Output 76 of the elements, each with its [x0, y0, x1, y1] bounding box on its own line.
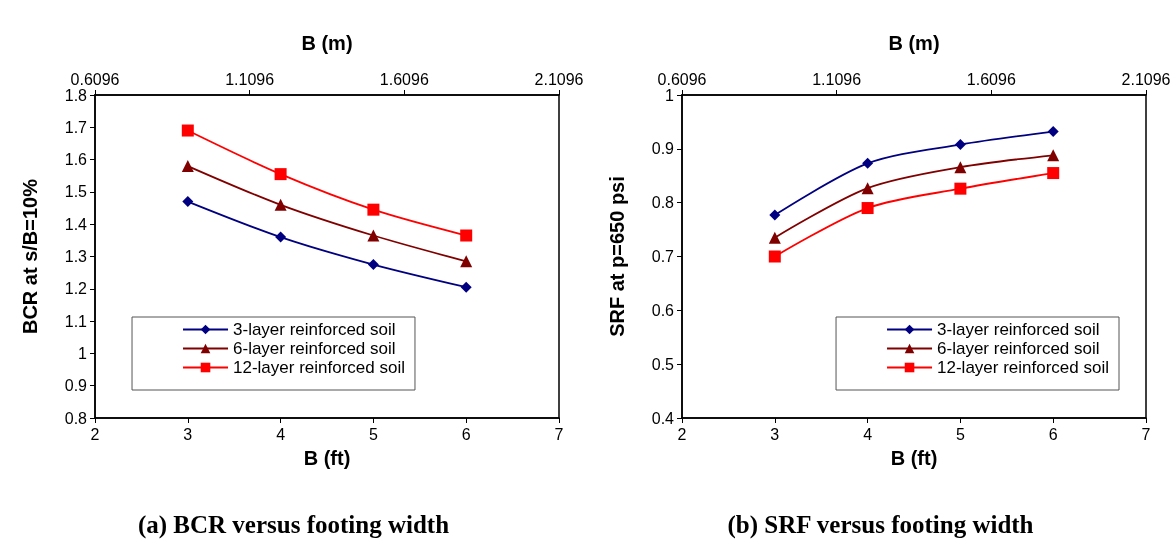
point: [954, 182, 967, 195]
x-tick-label: 2: [677, 425, 687, 443]
point: [1047, 126, 1059, 138]
x-axis-title: B (ft): [890, 447, 938, 469]
text: (a) BCR versus footing width: [137, 511, 450, 539]
text: (b) SRF versus footing width: [727, 511, 1034, 539]
y-tick-label: 0.8: [64, 409, 88, 427]
point: [954, 139, 966, 151]
y-axis-title: SRF at p=650 psi: [606, 176, 628, 337]
y-tick-label: 0.5: [651, 355, 675, 373]
point: [275, 231, 287, 243]
point: [460, 255, 473, 268]
x-tick-label: 5: [368, 425, 378, 443]
x-tick-label: 3: [770, 425, 780, 443]
y-tick-label: 1.2: [64, 280, 88, 298]
point: [460, 229, 473, 242]
y-tick-label: 1.7: [64, 118, 88, 136]
x-tick-label: 4: [276, 425, 286, 443]
x2-tick-label: 1.6096: [966, 70, 1016, 88]
x-tick-label: 6: [1048, 425, 1058, 443]
point: [1047, 149, 1060, 162]
point: [274, 168, 287, 181]
x-tick-label: 6: [461, 425, 471, 443]
point: [460, 281, 472, 293]
x-tick-label: 2: [90, 425, 100, 443]
y-tick-label: 1.8: [64, 86, 88, 104]
legend-label: 12-layer reinforced soil: [937, 358, 1109, 377]
y-tick-label: 0.6: [651, 301, 675, 319]
legend-label: 3-layer reinforced soil: [233, 320, 396, 339]
x2-tick-label: 0.6096: [70, 70, 120, 88]
x2-tick-label: 1.1096: [812, 70, 862, 88]
y-tick-label: 0.9: [651, 140, 675, 158]
x-axis-title: B (ft): [303, 447, 351, 469]
x2-tick-label: 1.1096: [225, 70, 275, 88]
point: [862, 157, 874, 169]
y-tick-label: 1.3: [64, 248, 88, 265]
x2-tick-label: 2.1096: [534, 70, 584, 88]
point: [367, 259, 379, 271]
y-tick-label: 0.4: [651, 409, 675, 427]
y-axis-title: BCR at s/B=10%: [19, 178, 41, 335]
y-tick-label: 1.6: [64, 151, 88, 169]
legend-label: 3-layer reinforced soil: [937, 320, 1100, 339]
point: [367, 229, 380, 242]
x-tick-label: 4: [863, 425, 873, 443]
x-tick-label: 7: [1141, 425, 1151, 443]
y-tick-label: 0.9: [64, 377, 88, 395]
legend-label: 6-layer reinforced soil: [233, 339, 396, 358]
x2-tick-label: 1.6096: [379, 70, 429, 88]
x2-tick-label: 2.1096: [1121, 70, 1171, 88]
point: [367, 203, 380, 216]
point: [768, 250, 781, 263]
point: [861, 182, 874, 195]
x-tick-label: 3: [183, 425, 193, 443]
y-tick-label: 1: [665, 86, 675, 104]
y-tick-label: 1.4: [64, 215, 88, 233]
point: [954, 161, 967, 174]
y-tick-label: 1.5: [64, 183, 88, 201]
x2-axis-title: B (m): [301, 32, 353, 54]
point: [769, 209, 781, 221]
point: [181, 124, 194, 137]
point: [768, 231, 781, 244]
y-tick-label: 0.7: [651, 248, 675, 265]
point: [181, 160, 194, 173]
x2-tick-label: 0.6096: [657, 70, 707, 88]
point: [1047, 167, 1060, 180]
y-tick-label: 1.1: [64, 312, 88, 330]
legend-label: 6-layer reinforced soil: [937, 339, 1100, 358]
y-tick-label: 0.8: [651, 194, 675, 212]
y-tick-label: 1: [78, 344, 88, 362]
point: [274, 198, 287, 211]
x2-axis-title: B (m): [888, 32, 940, 54]
point: [861, 202, 874, 215]
point: [182, 196, 194, 208]
x-tick-label: 5: [955, 425, 965, 443]
legend-label: 12-layer reinforced soil: [233, 358, 405, 377]
x-tick-label: 7: [554, 425, 564, 443]
